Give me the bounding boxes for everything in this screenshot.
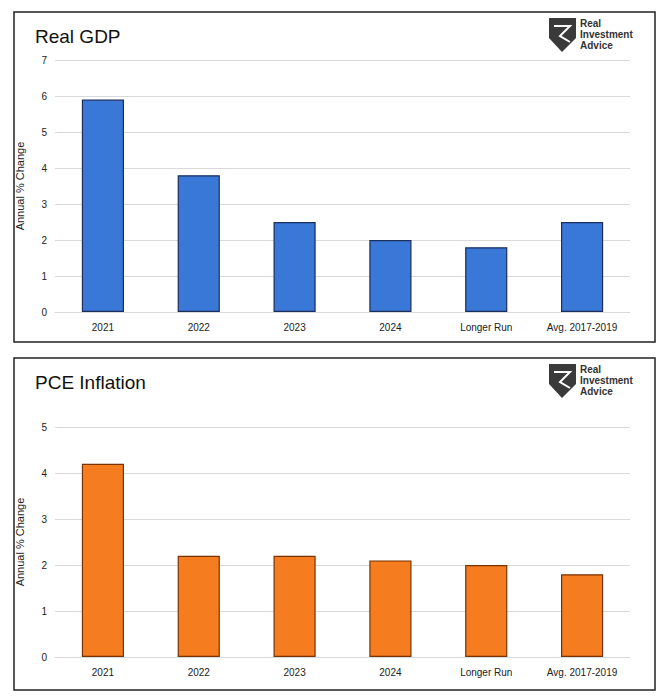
svg-text:2024: 2024 xyxy=(379,667,402,678)
svg-text:3: 3 xyxy=(41,514,47,525)
svg-text:Avg. 2017-2019: Avg. 2017-2019 xyxy=(547,322,618,333)
svg-text:2021: 2021 xyxy=(92,667,115,678)
svg-text:4: 4 xyxy=(41,163,47,174)
svg-text:Avg. 2017-2019: Avg. 2017-2019 xyxy=(547,667,618,678)
svg-text:5: 5 xyxy=(41,422,47,433)
svg-text:Investment: Investment xyxy=(580,29,633,40)
svg-text:2: 2 xyxy=(41,560,47,571)
svg-text:0: 0 xyxy=(41,307,47,318)
svg-text:7: 7 xyxy=(41,55,47,66)
svg-text:2: 2 xyxy=(41,235,47,246)
svg-text:4: 4 xyxy=(41,468,47,479)
svg-text:Real GDP: Real GDP xyxy=(35,26,121,47)
svg-text:1: 1 xyxy=(41,606,47,617)
svg-text:2023: 2023 xyxy=(283,322,306,333)
svg-text:Real: Real xyxy=(580,18,601,29)
svg-text:Annual % Change: Annual % Change xyxy=(14,142,26,231)
svg-text:6: 6 xyxy=(41,91,47,102)
svg-text:2022: 2022 xyxy=(188,667,211,678)
svg-text:Annual % Change: Annual % Change xyxy=(14,498,26,587)
svg-text:2022: 2022 xyxy=(188,322,211,333)
svg-text:Advice: Advice xyxy=(580,386,613,397)
svg-text:2024: 2024 xyxy=(379,322,402,333)
svg-text:5: 5 xyxy=(41,127,47,138)
svg-text:Longer Run: Longer Run xyxy=(460,322,512,333)
svg-text:3: 3 xyxy=(41,199,47,210)
svg-text:Real: Real xyxy=(580,364,601,375)
svg-text:PCE Inflation: PCE Inflation xyxy=(35,372,146,393)
svg-text:2023: 2023 xyxy=(283,667,306,678)
svg-text:2021: 2021 xyxy=(92,322,115,333)
svg-text:Investment: Investment xyxy=(580,375,633,386)
svg-text:Longer Run: Longer Run xyxy=(460,667,512,678)
svg-text:0: 0 xyxy=(41,652,47,663)
svg-text:Advice: Advice xyxy=(580,40,613,51)
svg-text:1: 1 xyxy=(41,271,47,282)
